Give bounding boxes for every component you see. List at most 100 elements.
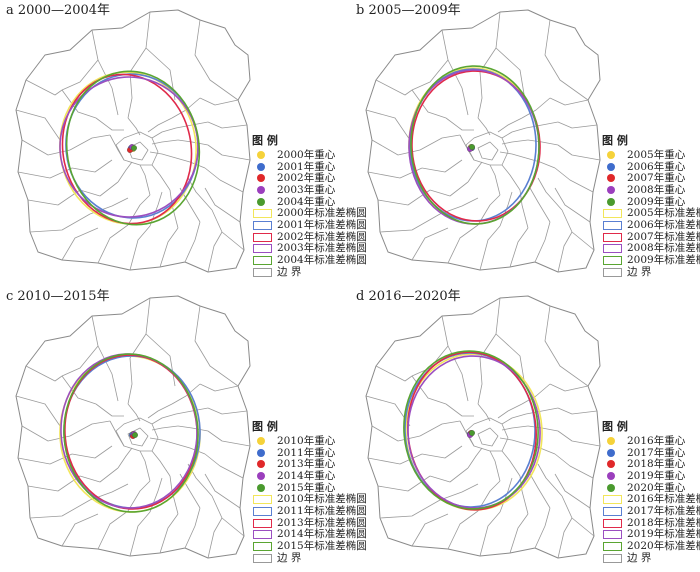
panel-title: b 2005—2009年: [356, 3, 461, 18]
legend-item: 2011年重心: [252, 447, 348, 459]
district-boundary: [61, 29, 99, 91]
district-boundary: [147, 117, 173, 133]
district-boundary: [549, 383, 589, 392]
district-boundary: [527, 139, 559, 146]
district-boundary: [499, 437, 527, 445]
legend-item: 2004年重心: [252, 196, 348, 208]
district-boundary: [204, 187, 241, 223]
district-boundaries: [15, 9, 251, 273]
district-boundary: [375, 79, 413, 96]
legend-label: 2005年标准差椭圆: [627, 207, 700, 220]
district-boundary: [187, 177, 213, 211]
legend-item: 2010年标准差椭圆: [252, 493, 367, 505]
legend-label: 2014年重心: [277, 469, 336, 482]
district-boundary: [371, 425, 421, 442]
ellipse-swatch-icon: [252, 506, 274, 516]
district-boundary: [71, 445, 113, 459]
legend-label: 2003年标准差椭圆: [277, 242, 367, 255]
district-boundary: [465, 131, 509, 166]
district-boundary: [207, 407, 248, 415]
ellipse-swatch-icon: [602, 243, 624, 254]
legend-item: 2003年标准差椭圆: [252, 242, 367, 254]
legend-item: 边 界: [602, 266, 698, 278]
district-boundary: [429, 181, 469, 197]
legend-label: 2020年重心: [627, 481, 686, 494]
district-boundary: [149, 437, 177, 445]
std-deviation-ellipse: [404, 352, 536, 508]
district-boundary: [127, 357, 133, 405]
centroid-dot-icon: [252, 459, 274, 469]
district-boundary: [151, 425, 179, 431]
district-boundary: [95, 117, 124, 131]
district-boundary: [379, 499, 441, 519]
district-boundary: [499, 151, 527, 159]
centroid-dot-icon: [602, 197, 624, 207]
ellipse-swatch-icon: [252, 494, 274, 505]
legend-label: 2018年重心: [627, 458, 686, 471]
legend-item: 2010年重心: [252, 435, 348, 447]
study-area-boundary: [15, 9, 251, 273]
district-boundary: [525, 443, 556, 455]
district-boundary: [117, 161, 133, 183]
district-boundary: [497, 117, 523, 133]
district-boundary: [151, 127, 177, 139]
district-boundary: [429, 467, 469, 483]
legend-label: 2011年标准差椭圆: [277, 504, 367, 517]
district-boundary: [549, 97, 589, 106]
legend-title: 图 例: [602, 420, 628, 433]
legend-item: 2013年标准差椭圆: [252, 517, 367, 529]
ellipse-swatch-icon: [252, 208, 274, 219]
legend-item: 2014年重心: [252, 470, 348, 482]
ellipse-swatch-icon: [602, 541, 624, 552]
centroid-dot-icon: [602, 448, 624, 458]
legend-label: 边 界: [627, 265, 652, 278]
district-boundary: [207, 144, 251, 161]
district-map: [365, 9, 601, 273]
centroid-dot-icon: [602, 483, 624, 493]
legend: 图 例 2000年重心 2001年重心 2002年重心 2003年重心 2004年重心 2…: [252, 134, 367, 278]
legend-label: 2007年重心: [627, 172, 686, 185]
legend-item: 2006年重心: [602, 161, 698, 173]
district-boundary: [79, 181, 119, 197]
district-boundary: [519, 475, 529, 515]
std-deviation-ellipse: [411, 70, 541, 222]
centroid-dot-icon: [252, 150, 274, 160]
ellipse-swatch-icon: [602, 494, 624, 505]
district-map: [365, 295, 601, 559]
district-boundary: [467, 447, 483, 469]
district-boundary: [525, 157, 556, 169]
legend-item: 2011年标准差椭圆: [252, 505, 367, 517]
district-boundary: [419, 134, 461, 151]
legend-item: 2016年标准差椭圆: [602, 493, 700, 505]
ellipse-swatch-icon: [252, 541, 274, 552]
legend-title: 图 例: [252, 134, 278, 147]
district-boundary: [175, 157, 206, 169]
ellipse-swatch-icon: [252, 220, 274, 230]
district-boundary: [411, 315, 449, 377]
district-boundary: [204, 453, 244, 479]
district-boundary: [419, 420, 461, 437]
centroid-point: [131, 145, 137, 151]
district-boundary: [204, 473, 241, 509]
legend-label: 边 界: [277, 265, 302, 278]
district-boundary: [477, 141, 499, 161]
district-boundary: [117, 447, 133, 469]
district-boundary: [477, 71, 483, 119]
district-boundary: [151, 450, 171, 477]
map-panel-b: b 2005—2009年 图 例 2005年重心 2006年重心 2007年重心 20…: [350, 0, 700, 286]
district-boundary: [177, 425, 209, 432]
legend-item: 2001年标准差椭圆: [252, 219, 367, 231]
district-boundary: [145, 333, 176, 387]
legend-item: 2018年重心: [602, 458, 698, 470]
legend-item: 2000年重心: [252, 149, 348, 161]
panel-title: c 2010—2015年: [6, 289, 110, 304]
district-boundary: [489, 450, 501, 482]
district-boundary: [439, 483, 479, 501]
district-boundary: [207, 231, 223, 273]
district-boundary: [207, 430, 251, 447]
district-boundary: [15, 395, 61, 427]
legend-title: 图 例: [602, 134, 628, 147]
legend-item: 2020年重心: [602, 482, 698, 494]
legend-item: 2007年重心: [602, 172, 698, 184]
legend-label: 2013年重心: [277, 458, 336, 471]
